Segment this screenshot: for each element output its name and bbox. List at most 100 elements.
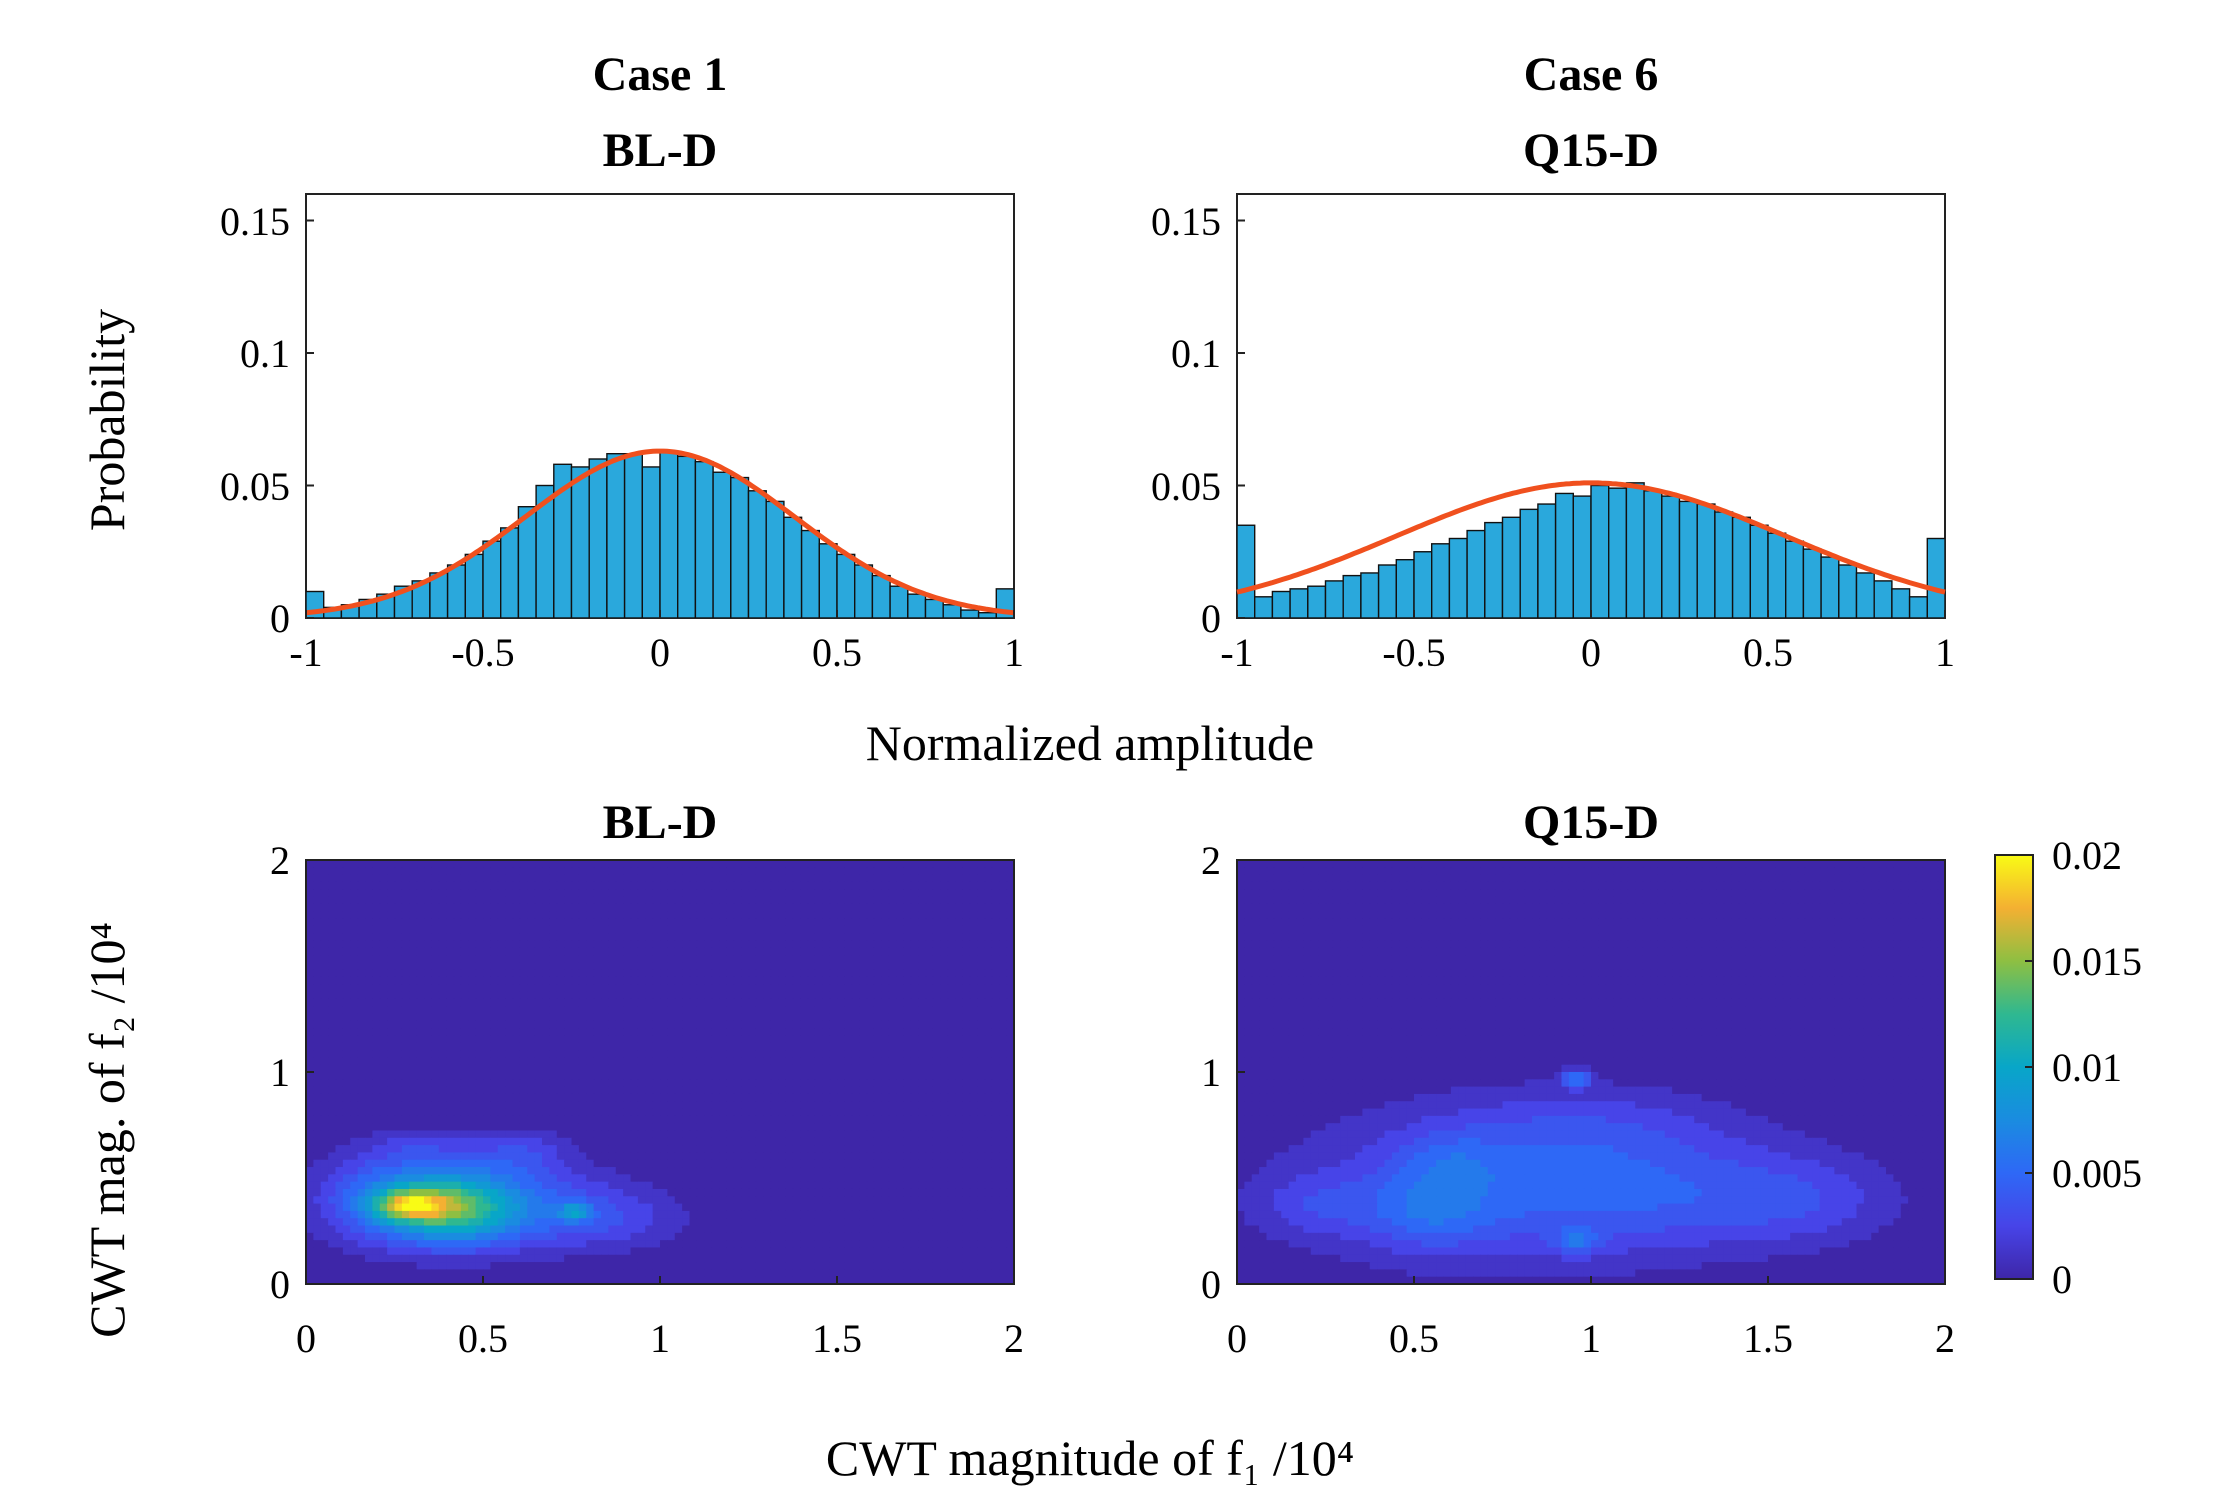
hist-panel-case6: Case 6 Q15-D -1 -0.5 0 0.5 1 0 0.05 0.1 … [1151, 48, 1955, 675]
heatmap-cell [770, 1042, 779, 1051]
heatmap-cell [497, 1203, 506, 1212]
heatmap-cell [977, 925, 986, 934]
heatmap-cell [932, 1108, 941, 1117]
heatmap-cell [910, 1130, 919, 1139]
heatmap-cell [682, 874, 691, 883]
heatmap-cell [932, 991, 941, 1000]
heatmap-cell [807, 911, 816, 920]
heatmap-cell [792, 1079, 801, 1088]
heatmap-cell [490, 1123, 499, 1132]
heatmap-cell [733, 1028, 742, 1037]
heatmap-cell [497, 1020, 506, 1029]
heatmap-cell [335, 1218, 344, 1227]
heatmap-cell [748, 1188, 757, 1197]
heatmap-cell [335, 1152, 344, 1161]
heatmap-cell [667, 1020, 676, 1029]
heatmap-cell [542, 1028, 550, 1037]
heatmap-cell [431, 1167, 440, 1175]
heatmap-cell [896, 991, 904, 1000]
heatmap-cell [866, 1115, 875, 1124]
heatmap-cell [741, 1123, 750, 1132]
heatmap-cell [564, 1188, 573, 1197]
heatmap-cell [637, 889, 646, 898]
heatmap-cell [313, 1115, 322, 1124]
heatmap-cell [674, 1225, 683, 1234]
heatmap-cell [719, 1013, 727, 1022]
heatmap-cell [578, 984, 587, 993]
heatmap-cell [475, 1020, 484, 1029]
heatmap-cell [564, 998, 573, 1007]
heatmap-cell [320, 889, 329, 898]
heatmap-cell [999, 955, 1008, 963]
heatmap-cell [475, 881, 484, 890]
heatmap-cell [866, 1035, 875, 1044]
heatmap-cell [483, 1167, 491, 1175]
heatmap-cell [593, 1050, 602, 1058]
heatmap-cell [800, 1145, 809, 1154]
heatmap-cell [593, 1028, 602, 1037]
heatmap-cell [497, 1050, 506, 1058]
heatmap-cell [306, 1159, 314, 1168]
heatmap-cell [372, 1093, 381, 1102]
heatmap-cell [490, 1006, 499, 1015]
heatmap-cell [512, 1042, 521, 1051]
heatmap-cell [984, 1020, 993, 1029]
heatmap-cell [556, 1006, 565, 1015]
heatmap-cell [497, 1028, 506, 1037]
heatmap-cell [490, 1093, 499, 1102]
heatmap-cell [704, 881, 713, 890]
heatmap-cell [387, 984, 396, 993]
heatmap-cell [689, 911, 698, 920]
histogram-bar [1749, 524, 1769, 618]
heatmap-cell [549, 1079, 558, 1088]
heatmap-cell [431, 1057, 440, 1066]
heatmap-cell [792, 947, 801, 956]
heatmap-cell [741, 925, 750, 934]
heatmap-cell [342, 1152, 351, 1161]
heatmap-cell [519, 1137, 528, 1146]
heatmap-cell [350, 881, 359, 890]
heatmap-cell [564, 1159, 573, 1168]
heatmap-cell [615, 874, 624, 883]
heatmap-cell [733, 984, 742, 993]
heatmap-cell [512, 1050, 521, 1058]
heatmap-cell [955, 962, 963, 971]
heatmap-cell [682, 1042, 691, 1051]
histogram-bar [747, 490, 767, 618]
heatmap-cell [615, 984, 624, 993]
heatmap-cell [490, 1159, 499, 1168]
heatmap-cell [932, 1130, 941, 1139]
heatmap-cell [394, 1108, 403, 1117]
heatmap-cell [866, 896, 875, 905]
heatmap-cell [365, 998, 373, 1007]
heatmap-cell [468, 962, 477, 971]
heatmap-cell [969, 1079, 978, 1088]
heatmap-cell [940, 1006, 949, 1015]
heatmap-cell [416, 903, 425, 912]
heatmap-cell [586, 947, 595, 956]
heatmap-cell [918, 1196, 927, 1205]
heatmap-cell [556, 1130, 565, 1139]
heatmap-cell [932, 1101, 941, 1110]
heatmap-cell [726, 976, 735, 985]
heatmap-cell [401, 1079, 410, 1088]
heatmap-cell [593, 1123, 602, 1132]
heatmap-cell [306, 940, 314, 949]
heatmap-cell [689, 933, 698, 942]
heatmap-cell [682, 955, 691, 963]
heatmap-cell [866, 1167, 875, 1175]
heatmap-cell [859, 1079, 868, 1088]
heatmap-cell [468, 1042, 477, 1051]
heatmap-cell [401, 1013, 410, 1022]
heatmap-cell [962, 1020, 971, 1029]
heatmap-cell [372, 1159, 381, 1168]
heatmap-cell [438, 976, 447, 985]
heatmap-cell [755, 911, 764, 920]
heatmap-cell [999, 1013, 1008, 1022]
histogram-bar [800, 529, 820, 618]
heatmap-cell [807, 1159, 816, 1168]
heatmap-cell [623, 947, 632, 956]
heatmap-cell [741, 1013, 750, 1022]
heatmap-cell [431, 1072, 440, 1080]
heatmap-cell [475, 940, 484, 949]
